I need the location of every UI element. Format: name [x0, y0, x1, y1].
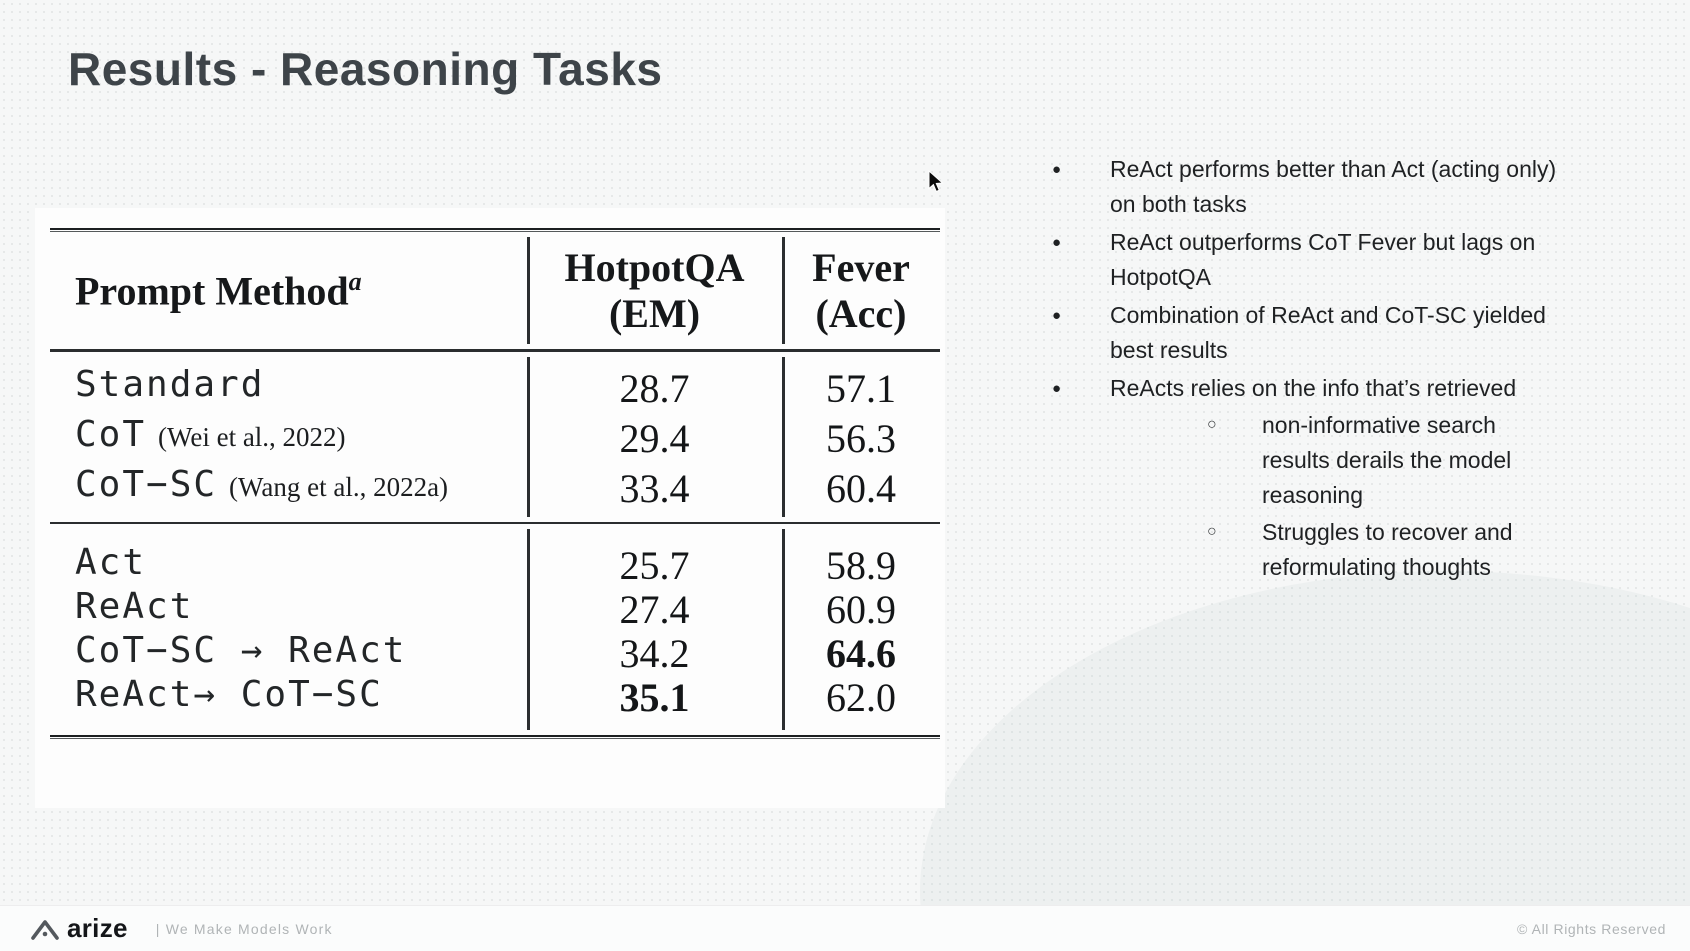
- mouse-cursor-icon: [928, 170, 944, 193]
- table-header-row: Prompt Methoda HotpotQA (EM) Fever (Acc): [50, 232, 940, 349]
- sub-list: non-informative search results derails t…: [1207, 407, 1565, 585]
- method-citation: (Wang et al., 2022a): [229, 471, 449, 502]
- sub-bullet-text: Struggles to recover and reformulating t…: [1262, 519, 1513, 580]
- table-header-rule: [50, 349, 940, 352]
- fever-value: 62.0: [826, 675, 896, 720]
- method-name: CoT: [75, 413, 147, 455]
- method-name: Standard: [75, 363, 265, 405]
- page-title: Results - Reasoning Tasks: [68, 43, 663, 95]
- hotpotqa-value: 29.4: [619, 416, 690, 461]
- table-group-baselines: Standard 28.7 57.1 CoT (Wei et al., 2022)…: [50, 352, 940, 522]
- column-divider: [527, 237, 530, 344]
- hotpotqa-value: 27.4: [619, 587, 690, 632]
- list-item: Combination of ReAct and CoT-SC yielded …: [1050, 298, 1565, 368]
- method-name: ReAct: [75, 586, 194, 627]
- method-citation: (Wei et al., 2022): [158, 421, 346, 452]
- brand-name: arize: [67, 913, 128, 943]
- list-item: ReAct outperforms CoT Fever but lags on …: [1050, 225, 1565, 295]
- column-header-method-label: Prompt Method: [75, 268, 349, 314]
- bullet-text: ReActs relies on the info that’s retriev…: [1110, 375, 1517, 401]
- fever-value: 60.4: [826, 466, 896, 511]
- sub-bullet-text: non-informative search results derails t…: [1262, 412, 1512, 508]
- bullet-text: ReAct performs better than Act (acting o…: [1110, 156, 1557, 217]
- column-divider: [782, 356, 785, 517]
- brand: arize: [30, 913, 128, 944]
- method-name: CoT−SC → ReAct: [75, 630, 407, 671]
- brand-tagline: | We Make Models Work: [155, 920, 333, 937]
- bullet-text: Combination of ReAct and CoT-SC yielded …: [1110, 302, 1546, 363]
- results-table-panel: Prompt Methoda HotpotQA (EM) Fever (Acc)…: [35, 208, 945, 808]
- table-group-react: Act 25.7 58.9 ReAct 27.4 60.9 CoT−SC → R…: [50, 524, 940, 735]
- fever-value: 60.9: [826, 587, 896, 632]
- hotpotqa-value-best: 35.1: [619, 675, 690, 720]
- list-item: ReAct performs better than Act (acting o…: [1050, 152, 1565, 222]
- arize-logo-icon: [31, 919, 59, 940]
- column-header-hotpotqa: HotpotQA (EM): [564, 244, 745, 336]
- table-bottom-rule: [50, 735, 940, 739]
- sub-list-item: Struggles to recover and reformulating t…: [1207, 514, 1565, 585]
- table-row: ReAct 27.4 60.9: [50, 586, 940, 632]
- column-header-fever: Fever (Acc): [812, 244, 910, 336]
- fever-value: 57.1: [826, 366, 896, 411]
- column-divider: [782, 237, 785, 344]
- copyright-text: © All Rights Reserved: [1517, 920, 1666, 937]
- method-name: CoT−SC: [75, 463, 218, 505]
- table-row: CoT (Wei et al., 2022) 29.4 56.3: [50, 414, 940, 464]
- footer: arize | We Make Models Work © All Rights…: [0, 905, 1690, 951]
- results-table: Prompt Methoda HotpotQA (EM) Fever (Acc)…: [50, 228, 940, 739]
- table-row: CoT−SC (Wang et al., 2022a) 33.4 60.4: [50, 464, 940, 514]
- list-item: ReActs relies on the info that’s retriev…: [1050, 371, 1565, 585]
- commentary-list: ReAct performs better than Act (acting o…: [1050, 152, 1570, 588]
- column-divider: [527, 356, 530, 517]
- table-row: Standard 28.7 57.1: [50, 364, 940, 414]
- table-top-rule: [50, 228, 940, 232]
- hotpotqa-value: 25.7: [619, 543, 690, 588]
- table-mid-rule: [50, 521, 940, 524]
- fever-value: 58.9: [826, 543, 896, 588]
- hotpotqa-value: 28.7: [619, 366, 690, 411]
- column-header-method: Prompt Methoda: [50, 267, 527, 314]
- table-row: ReAct→ CoT−SC 35.1 62.0: [50, 674, 940, 720]
- column-divider: [527, 529, 530, 730]
- method-name: Act: [75, 542, 147, 583]
- bullet-text: ReAct outperforms CoT Fever but lags on …: [1110, 229, 1536, 290]
- fever-value: 56.3: [826, 416, 896, 461]
- sub-list-item: non-informative search results derails t…: [1207, 407, 1565, 513]
- background-swoosh: [920, 571, 1690, 951]
- fever-value-best: 64.6: [826, 631, 896, 676]
- column-divider: [782, 529, 785, 730]
- table-row: Act 25.7 58.9: [50, 542, 940, 588]
- hotpotqa-value: 34.2: [619, 631, 690, 676]
- table-row: CoT−SC → ReAct 34.2 64.6: [50, 630, 940, 676]
- hotpotqa-value: 33.4: [619, 466, 690, 511]
- method-footnote-marker: a: [348, 266, 362, 296]
- method-name: ReAct→ CoT−SC: [75, 674, 383, 715]
